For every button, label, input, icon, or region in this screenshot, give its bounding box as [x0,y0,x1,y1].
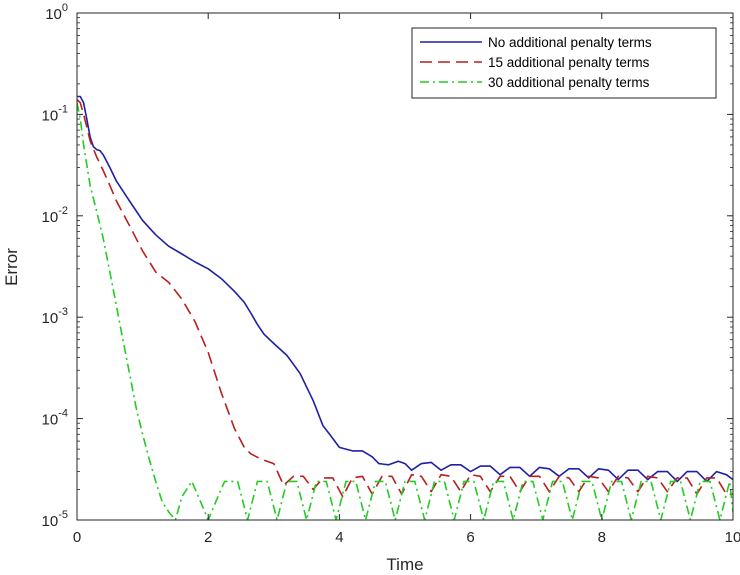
legend-label-15-penalty: 15 additional penalty terms [488,55,650,70]
y-tick-base: 10 [42,310,59,327]
y-tick-label: 10-5 [42,509,68,530]
y-tick-base: 10 [42,107,59,124]
x-axis-label: Time [386,555,423,574]
y-tick-label: 10-1 [42,103,68,124]
legend-label-30-penalty: 30 additional penalty terms [488,75,650,90]
legend-label-no-penalty: No additional penalty terms [488,35,652,50]
x-tick-label: 4 [335,529,343,546]
y-axis-label: Error [2,248,21,286]
y-tick-base: 10 [45,6,62,23]
x-tick-label: 2 [204,529,212,546]
y-tick-label: 10-3 [42,306,68,327]
x-axis: 0 2 4 6 8 10 [73,13,740,546]
y-tick-label: 10-4 [42,408,68,429]
y-tick-exponent: -3 [58,306,68,318]
y-tick-base: 10 [42,412,59,429]
y-tick-exponent: -5 [58,509,68,521]
y-tick-exponent: 0 [62,2,68,14]
x-tick-label: 6 [466,529,474,546]
legend: No additional penalty terms 15 additiona… [411,27,717,99]
y-tick-exponent: -1 [58,103,68,115]
y-tick-exponent: -2 [58,205,68,217]
y-tick-label: 100 [45,2,68,23]
legend-box [411,27,717,99]
series-line-no-penalty [77,95,733,483]
y-tick-exponent: -4 [58,408,68,420]
y-tick-label: 10-2 [42,205,68,226]
series-line-30-penalty [77,102,733,520]
x-tick-label: 0 [73,529,81,546]
x-tick-label: 10 [725,529,740,546]
plot-area-frame [76,12,734,521]
y-tick-base: 10 [42,209,59,226]
y-tick-base: 10 [42,513,59,530]
series-layer [77,95,733,520]
x-tick-label: 8 [598,529,606,546]
